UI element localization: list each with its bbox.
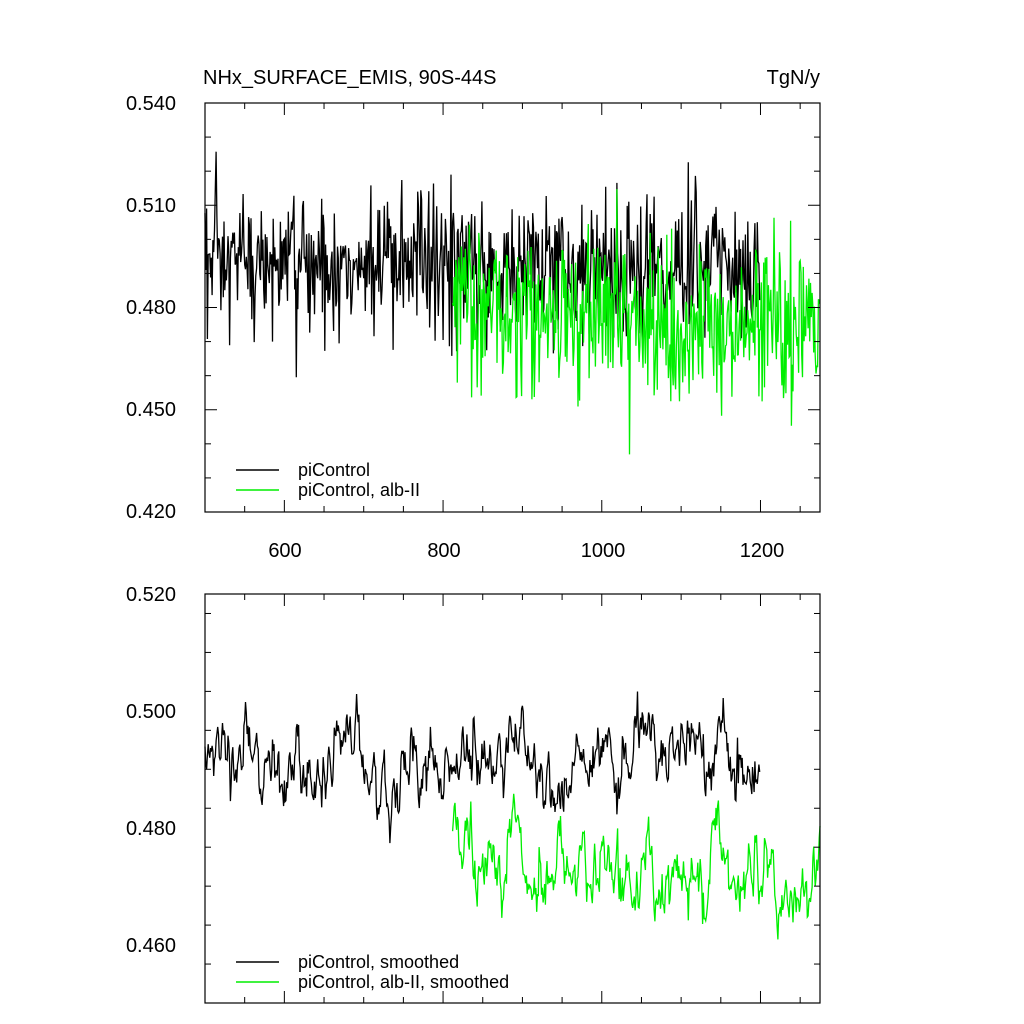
top-series-layer xyxy=(204,151,821,455)
bottom-series-layer xyxy=(204,691,821,940)
legend-label: piControl, alb-II, smoothed xyxy=(298,972,509,992)
top-x-tick-labels: 600 800 1000 1200 xyxy=(268,540,784,562)
bottom-panel: 0.520 0.500 0.480 0.460 piControl, smoot… xyxy=(126,584,821,1004)
y-tick-label: 0.460 xyxy=(126,935,176,957)
bottom-ticks xyxy=(204,594,820,1004)
top-y-tick-labels: 0.540 0.510 0.480 0.450 0.420 xyxy=(126,93,176,523)
y-tick-label: 0.540 xyxy=(126,93,176,115)
y-tick-label: 0.510 xyxy=(126,195,176,217)
y-tick-label: 0.500 xyxy=(126,701,176,723)
y-tick-label: 0.480 xyxy=(126,297,176,319)
x-tick-label: 600 xyxy=(268,540,301,562)
y-tick-label: 0.480 xyxy=(126,818,176,840)
x-tick-label: 800 xyxy=(427,540,460,562)
series-line-picontrol-alb-ii-smoothed xyxy=(451,793,821,940)
top-legend: piControl piControl, alb-II xyxy=(236,460,420,500)
top-panel: NHx_SURFACE_EMIS, 90S-44S TgN/y 0.540 0.… xyxy=(126,67,821,562)
chart-title: NHx_SURFACE_EMIS, 90S-44S xyxy=(203,67,496,89)
top-ticks xyxy=(204,102,820,513)
y-tick-label: 0.420 xyxy=(126,501,176,523)
x-tick-label: 1200 xyxy=(740,540,785,562)
x-tick-label: 1000 xyxy=(581,540,626,562)
bottom-plot-frame xyxy=(204,593,821,1004)
bottom-legend: piControl, smoothed piControl, alb-II, s… xyxy=(236,952,509,992)
legend-label: piControl xyxy=(298,460,370,480)
series-line-picontrol-alb-ii xyxy=(451,189,821,455)
y-tick-label: 0.450 xyxy=(126,399,176,421)
y-tick-label: 0.520 xyxy=(126,584,176,606)
legend-label: piControl, smoothed xyxy=(298,952,459,972)
units-label: TgN/y xyxy=(767,67,820,89)
bottom-y-tick-labels: 0.520 0.500 0.480 0.460 xyxy=(126,584,176,957)
legend-label: piControl, alb-II xyxy=(298,480,420,500)
series-line-picontrol-smoothed xyxy=(204,691,761,844)
